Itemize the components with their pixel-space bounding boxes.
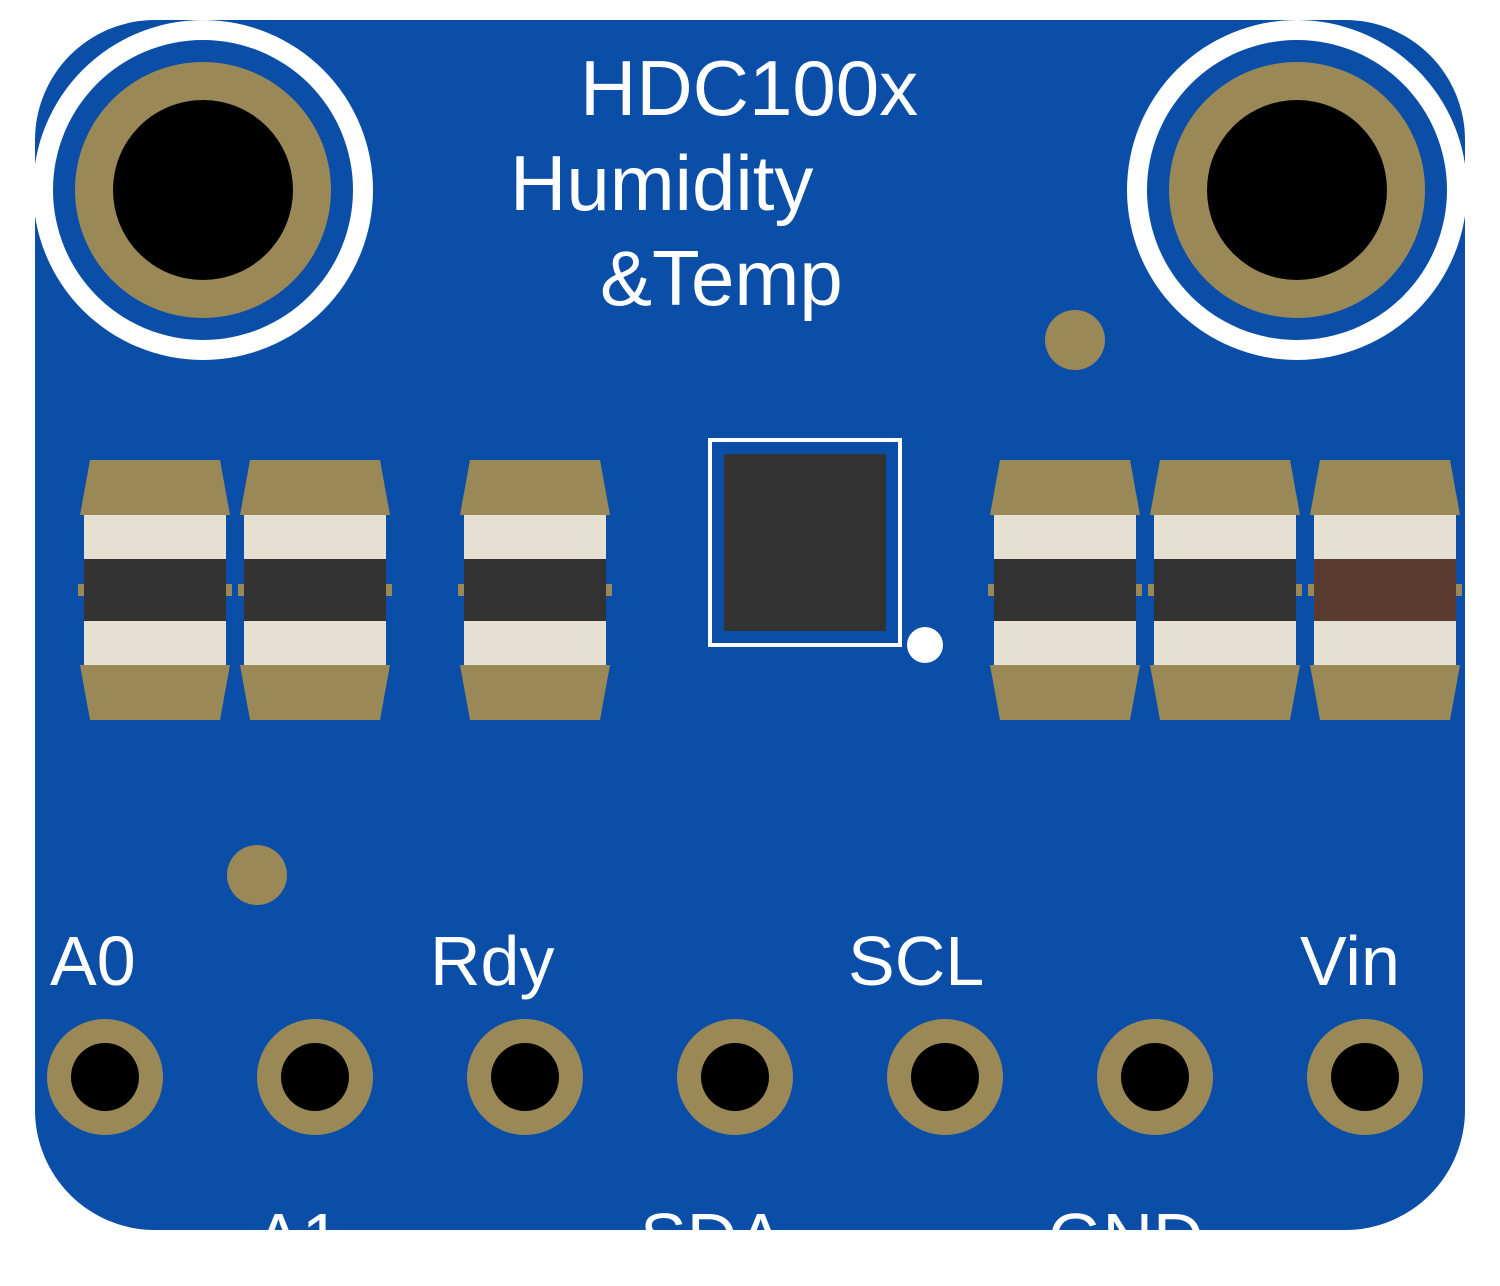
smd-part xyxy=(458,460,612,720)
smd-part xyxy=(988,460,1142,720)
smd-part xyxy=(1308,460,1462,720)
title-line-3: &Temp xyxy=(600,234,843,322)
pin-label: A0 xyxy=(50,922,136,1000)
pin-label: GND xyxy=(1048,1199,1204,1277)
pin-label: A1 xyxy=(255,1199,341,1277)
pin-label: SDA xyxy=(640,1199,784,1277)
pin-label: Rdy xyxy=(430,922,554,1000)
smd-part xyxy=(78,460,232,720)
title-line-1: HDC100x xyxy=(580,44,918,132)
pin-label: SCL xyxy=(848,922,984,1000)
pcb-board: HDC100x Humidity &Temp A0 Rdy SCL Vin A1 SDA… xyxy=(0,0,1500,1286)
title-line-2: Humidity xyxy=(510,139,813,227)
smd-part xyxy=(238,460,392,720)
smd-part xyxy=(1148,460,1302,720)
pin-label: Vin xyxy=(1300,922,1400,1000)
